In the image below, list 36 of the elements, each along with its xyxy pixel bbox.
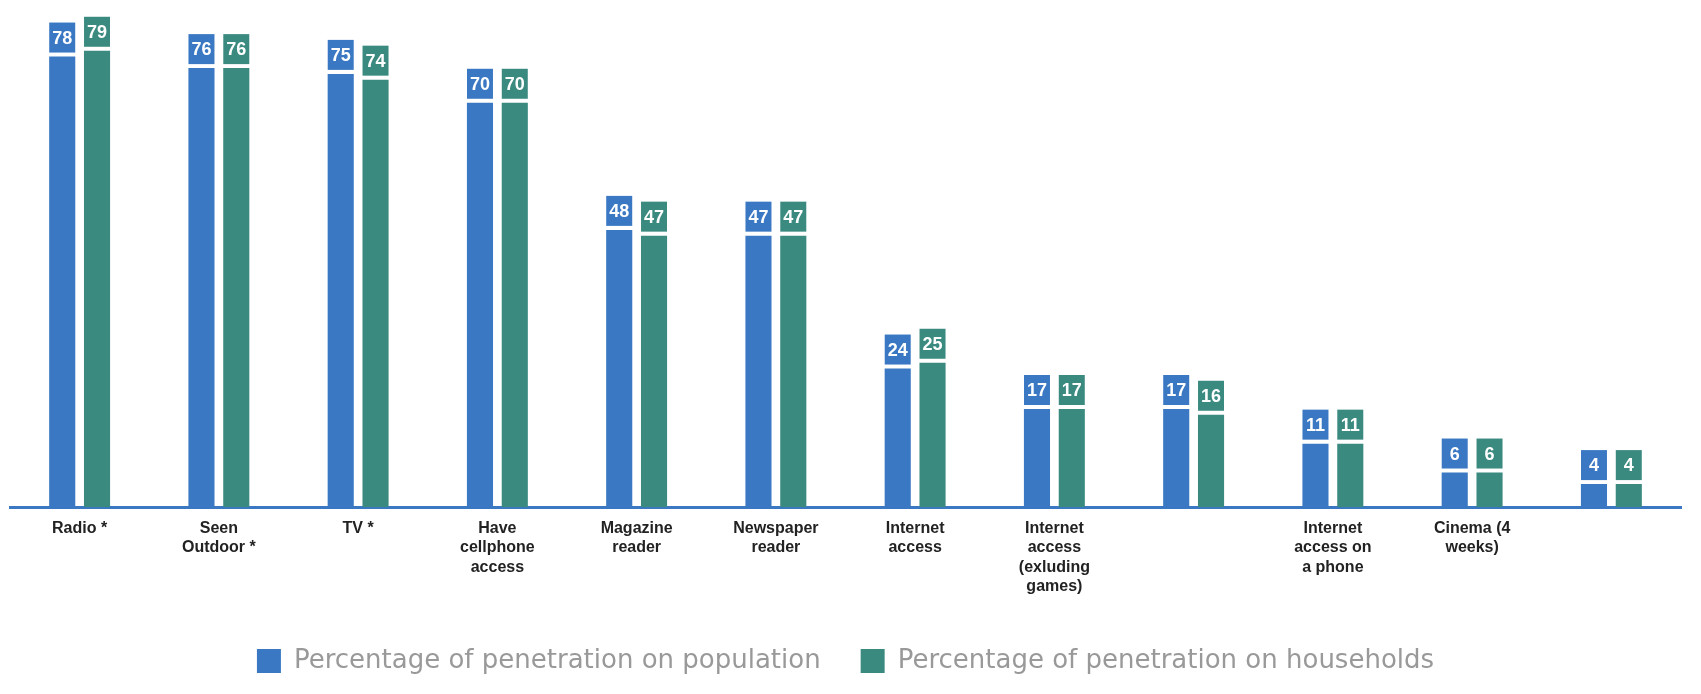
x-tick-label: Have cellphone access [460,519,535,575]
x-tick-label: Internet access (exluding games) [1018,519,1090,594]
x-tick-label: Seen Outdoor * [181,519,257,556]
data-label: 48 [609,200,630,221]
data-label: 11 [1305,414,1325,435]
data-label: 79 [87,21,108,42]
x-tick-label: Internet access [885,519,946,556]
data-label: 70 [469,73,490,94]
data-label: 76 [191,39,212,60]
data-label: 16 [1201,385,1222,406]
data-label: 47 [783,206,804,227]
data-label: 6 [1484,443,1495,464]
data-label: 74 [365,50,386,71]
data-label: 17 [1166,379,1187,400]
legend-label: Percentage of penetration on population [293,643,821,674]
data-label: 47 [644,206,665,227]
data-label: 17 [1061,379,1082,400]
data-label: 17 [1026,379,1047,400]
data-label: 6 [1449,443,1460,464]
data-label: 70 [504,73,525,94]
x-tick-label: Magazine reader [600,519,673,556]
x-tick-label: Radio * [52,519,108,537]
x-tick-label: TV * [342,519,375,537]
x-tick-label: Newspaper reader [733,519,819,556]
data-label: 24 [887,339,908,360]
data-label: 4 [1623,455,1634,476]
data-label: 78 [52,27,73,48]
data-label: 25 [922,333,943,354]
data-label: 75 [330,44,351,65]
x-tick-label: Cinema (4 weeks) [1433,519,1511,556]
legend-label: Percentage of penetration on households [897,643,1435,674]
data-label: 47 [748,206,769,227]
x-tick-label: Internet access on a phone [1294,519,1372,575]
data-label: 76 [226,39,247,60]
data-label: 4 [1588,455,1599,476]
data-label: 11 [1340,414,1360,435]
